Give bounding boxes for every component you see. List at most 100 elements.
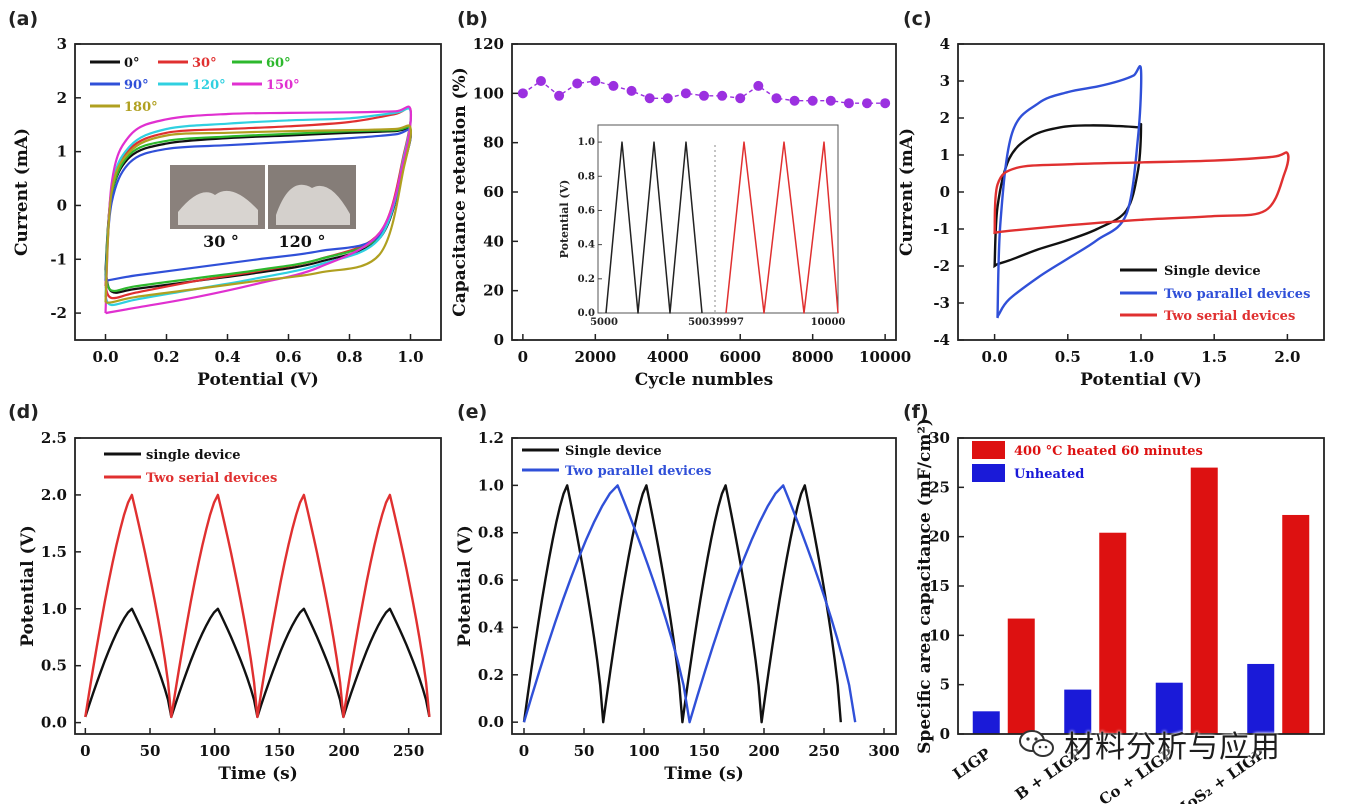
panel-f-legend-label: Unheated: [1014, 467, 1084, 482]
panel-d-ytick-label: 1.0: [41, 600, 67, 618]
panel-a-ytick-label: 3: [57, 35, 67, 53]
panel-a-ytick-label: -1: [50, 250, 67, 268]
panel-a-ytick-label: 1: [57, 143, 67, 161]
panel-d-xtick-label: 250: [393, 742, 424, 760]
panel-f-ytick-label: 0: [940, 725, 950, 743]
panel-d-frame: [74, 437, 442, 735]
panel-f-ytick-label: 5: [940, 676, 950, 694]
panel-b-inset-xtick-label: 10000: [811, 317, 846, 328]
panel-e-ytick-label: 0.4: [478, 618, 504, 636]
panel-e-xlabel: Time (s): [664, 764, 744, 784]
panel-b-retention-point: [608, 80, 619, 91]
panel-b-inset-ytick-label: 0.8: [578, 171, 595, 182]
panel-a-legend-label: 180°: [124, 100, 158, 115]
panel-c-ytick-label: -1: [933, 220, 950, 238]
panel-f-ytick-label: 25: [929, 478, 950, 496]
panel-f-category-label: LIGP: [950, 745, 994, 784]
panel-b-xtick-label: 6000: [719, 348, 761, 366]
panel-d-xtick-label: 100: [199, 742, 230, 760]
panel-c-ytick-label: 1: [940, 146, 950, 164]
panel-d-legend-label: single device: [146, 448, 241, 463]
panel-b-retention-point: [789, 95, 800, 106]
panel-e-ytick-label: 1.0: [478, 476, 504, 494]
panel-b-retention-point: [825, 95, 836, 106]
panel-label-b: (b): [457, 8, 488, 30]
panel-f-legend-swatch: [972, 441, 1005, 459]
panel-a-xtick-label: 0.8: [336, 348, 362, 366]
panel-c-ytick-label: 3: [940, 72, 950, 90]
panel-b-inset-ytick-label: 0.6: [578, 205, 595, 216]
panel-f-bar-unheated: [1155, 682, 1183, 734]
panel-b-retention-point: [554, 90, 565, 101]
panel-a-legend-label: 30°: [192, 56, 217, 71]
panel-b-xtick-label: 2000: [574, 348, 616, 366]
panel-b-retention-point: [662, 93, 673, 104]
panel-d-ylabel: Potential (V): [18, 525, 38, 647]
panel-b-ytick-label: 0: [494, 331, 504, 349]
panel-c-ytick-label: -4: [933, 331, 950, 349]
panel-label-e: (e): [457, 401, 487, 423]
panel-e-ytick-label: 1.2: [478, 429, 504, 447]
panel-a-xtick-label: 0.0: [92, 348, 118, 366]
panel-f-bar-heated: [1282, 514, 1310, 734]
panel-e-xtick-label: 0: [519, 742, 529, 760]
watermark: 材料分析与应用: [1018, 722, 1348, 766]
watermark-text: 材料分析与应用: [1064, 730, 1281, 765]
panel-label-c: (c): [903, 8, 932, 30]
panel-b-inset-xtick-label: 9997: [716, 317, 744, 328]
panel-label-d: (d): [8, 401, 39, 423]
panel-c-cv-curve: [993, 151, 1290, 235]
panel-b-xtick-label: 10000: [859, 348, 911, 366]
panel-a-xtick-label: 1.0: [397, 348, 423, 366]
panel-e-frame: [511, 437, 897, 735]
panel-d-gcd-curve: [84, 493, 431, 719]
panel-d-ytick-label: 1.5: [41, 543, 67, 561]
panel-b-inset-ytick-label: 0.4: [578, 240, 595, 251]
panel-b-inset-ytick-label: 0.2: [578, 274, 595, 285]
panel-label-a: (a): [8, 8, 38, 30]
panel-d-xtick-label: 150: [264, 742, 295, 760]
panel-c-frame: [957, 43, 1325, 341]
panel-e-xtick-label: 50: [574, 742, 595, 760]
panel-f-ytick-label: 15: [929, 577, 950, 595]
panel-f-ylabel: Specific area capacitance (mF/cm²): [915, 418, 935, 754]
panel-b-ytick-label: 80: [483, 134, 504, 152]
panel-b-retention-point: [735, 93, 746, 104]
panel-a-xtick-label: 0.2: [153, 348, 179, 366]
panel-b-ytick-label: 120: [473, 35, 504, 53]
panel-e-gcd-curve: [522, 484, 857, 724]
wechat-icon: [1019, 730, 1054, 757]
panel-c-ytick-label: -2: [933, 257, 950, 275]
panel-a-legend-label: 60°: [266, 56, 291, 71]
panel-d-ytick-label: 0.0: [41, 714, 67, 732]
panel-c-xtick-label: 1.0: [1128, 348, 1154, 366]
panel-e-xtick-label: 100: [628, 742, 659, 760]
panel-f-legend-label: 400 °C heated 60 minutes: [1014, 444, 1203, 459]
panel-a-cv-curve: [104, 105, 412, 315]
panel-e-ytick-label: 0.8: [478, 524, 504, 542]
panel-f-bar-heated: [1007, 618, 1035, 734]
panel-f-ytick-label: 10: [929, 626, 950, 644]
panel-a-ylabel: Current (mA): [12, 128, 32, 256]
panel-b-retention-point: [880, 98, 891, 109]
panel-b-frame: [511, 43, 897, 341]
panel-f-bar-unheated: [972, 711, 1000, 734]
panel-c-xtick-label: 2.0: [1274, 348, 1300, 366]
panel-b-retention-point: [807, 95, 818, 106]
panel-e-legend-label: Single device: [565, 444, 662, 459]
panel-b-retention-point: [626, 85, 637, 96]
panel-c-cv-curve: [996, 65, 1143, 319]
panel-c-xtick-label: 0.5: [1055, 348, 1081, 366]
panel-c-legend-label: Two parallel devices: [1164, 287, 1310, 302]
panel-c-legend-label: Two serial devices: [1164, 309, 1295, 324]
panel-c-xtick-label: 1.5: [1201, 348, 1227, 366]
panel-b-retention-point: [771, 93, 782, 104]
panel-b-retention-point: [717, 90, 728, 101]
panel-c-legend-label: Single device: [1164, 264, 1261, 279]
panel-d-legend-label: Two serial devices: [146, 471, 277, 486]
panel-e-gcd-curve: [522, 484, 842, 724]
panel-a-legend-label: 150°: [266, 78, 300, 93]
panel-b-xlabel: Cycle numbles: [635, 370, 773, 390]
panel-b-xtick-label: 4000: [647, 348, 689, 366]
